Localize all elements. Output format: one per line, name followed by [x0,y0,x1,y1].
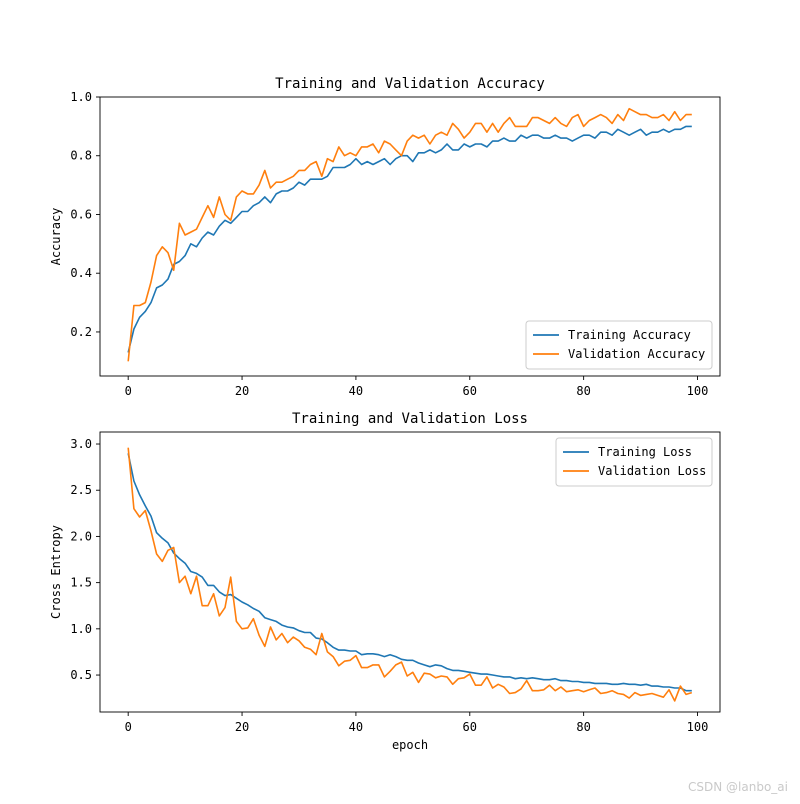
legend-label: Training Accuracy [568,328,691,342]
subplot-accuracy: 0 20 40 60 80 100 0.2 0.4 0.6 0.8 1.0 Training and … [49,76,721,398]
y-tick-label: 0.8 [70,149,92,163]
y-tick-label: 1.0 [70,90,92,104]
legend-label: Validation Accuracy [568,347,705,361]
chart-title: Training and Validation Accuracy [275,76,545,92]
x-axis-label: epoch [392,738,428,752]
y-tick-label: 1.0 [70,622,92,636]
y-axis-label: Accuracy [49,208,63,266]
series-line-validation-loss [127,447,693,702]
y-tick-label: 0.5 [70,668,92,682]
legend: Training Accuracy Validation Accuracy [525,320,713,370]
x-tick-label: 40 [349,720,363,734]
y-tick-label: 2.5 [70,483,92,497]
subplot-loss: 0 20 40 60 80 100 0.5 1.0 1.5 2.0 2.5 3.0 Training a… [49,411,721,752]
legend-label: Training Loss [598,445,692,459]
legend: Training Loss Validation Loss [555,437,713,487]
x-tick-label: 100 [687,720,709,734]
y-tick-label: 1.5 [70,576,92,590]
series-line-training-accuracy [127,125,692,353]
x-tick-label: 0 [125,720,132,734]
y-axis-label: Cross Entropy [49,525,63,619]
y-tick-label: 0.6 [70,207,92,221]
chart-title: Training and Validation Loss [292,411,528,427]
axes-frame [99,96,721,377]
axes-frame [99,431,721,713]
x-tick-label: 20 [235,384,249,398]
x-tick-label: 80 [576,720,590,734]
legend-box [555,437,713,487]
x-tick-label: 0 [125,384,132,398]
x-tick-label: 80 [576,384,590,398]
legend-label: Validation Loss [598,464,706,478]
watermark: CSDN @lanbo_ai [688,780,788,794]
y-tick-label: 0.4 [70,266,92,280]
legend-box [525,320,713,370]
x-tick-label: 60 [463,384,477,398]
series-line-training-loss [127,453,692,692]
x-tick-label: 40 [349,384,363,398]
y-tick-label: 0.2 [70,325,92,339]
y-tick-label: 2.0 [70,529,92,543]
y-tick-label: 3.0 [70,437,92,451]
x-tick-label: 20 [235,720,249,734]
series-line-validation-accuracy [127,107,692,362]
x-tick-label: 60 [463,720,477,734]
x-tick-label: 100 [687,384,709,398]
